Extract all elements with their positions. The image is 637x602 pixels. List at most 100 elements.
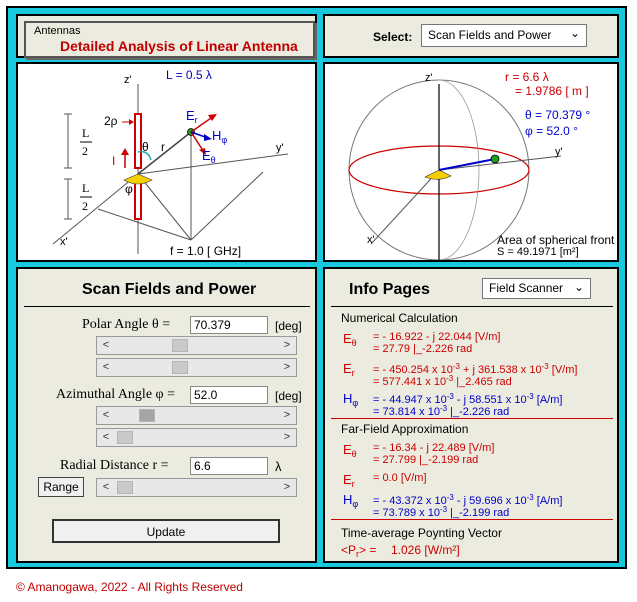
- radial-distance-input[interactable]: 6.6: [190, 457, 268, 475]
- app-frame: Antennas Detailed Analysis of Linear Ant…: [6, 6, 627, 569]
- info-page-select-value: Field Scanner: [489, 281, 564, 295]
- chevron-down-icon: ⌄: [573, 280, 584, 294]
- azimuthal-coarse-scrollbar[interactable]: < >: [96, 406, 297, 425]
- scroll-thumb[interactable]: [139, 409, 155, 422]
- current-label: I: [112, 154, 116, 168]
- scroll-right-icon[interactable]: >: [283, 481, 291, 493]
- far-e-theta-symbol: Eθ: [343, 442, 357, 459]
- numerical-header: Numerical Calculation: [341, 311, 458, 325]
- scan-panel: Scan Fields and Power Polar Angle θ = 70…: [16, 267, 317, 563]
- azimuthal-unit: [deg]: [275, 389, 302, 403]
- poynting-value: 1.026 [W/m²]: [391, 543, 460, 557]
- er-label: Er: [186, 108, 198, 125]
- sphere-diagram: [348, 79, 562, 260]
- y-axis: [438, 155, 562, 171]
- polar-unit: [deg]: [275, 319, 302, 333]
- area-value: S = 49.1971 [m²]: [497, 246, 579, 258]
- far-h-phi-line1: = - 43.372 x 10-3 - j 59.696 x 10-3 [A/m…: [373, 493, 563, 507]
- title-box: Antennas Detailed Analysis of Linear Ant…: [24, 21, 315, 58]
- info-page-select[interactable]: Field Scanner ⌄: [482, 278, 591, 299]
- z-axis-label: z': [425, 72, 433, 84]
- length-label: L = 0.5 λ: [166, 68, 212, 82]
- radius-meters: = 1.9786 [ m ]: [515, 84, 589, 98]
- numerical-e-r-line1: = - 450.254 x 10-3 + j 361.538 x 10-3 [V…: [373, 362, 578, 376]
- rho-label: 2ρ: [104, 114, 118, 128]
- azimuthal-angle-label: Azimuthal Angle φ =: [56, 387, 176, 402]
- scroll-thumb[interactable]: [172, 361, 188, 374]
- scroll-thumb[interactable]: [117, 481, 133, 494]
- y-axis-label: y': [555, 146, 563, 158]
- azimuthal-fine-scrollbar[interactable]: < >: [96, 428, 297, 447]
- x-axis: [52, 173, 139, 245]
- scroll-left-icon[interactable]: <: [102, 339, 110, 351]
- scroll-thumb[interactable]: [117, 431, 133, 444]
- far-e-r-symbol: Er: [343, 472, 355, 489]
- scroll-right-icon[interactable]: >: [283, 361, 291, 373]
- poynting-symbol: <Pr> =: [341, 543, 377, 559]
- x-axis-label: x': [367, 234, 375, 246]
- numerical-e-theta-line1: = - 16.922 - j 22.044 [V/m]: [373, 331, 501, 343]
- azimuthal-angle-input[interactable]: 52.0: [190, 386, 268, 404]
- sphere-diagram-panel: z' y' x' r = 6.6 λ = 1.9786 [ m ] θ = 70…: [323, 62, 619, 262]
- theta-arc: [137, 150, 152, 161]
- area-label: Area of spherical front: [497, 233, 615, 247]
- x-axis: [370, 169, 440, 245]
- observation-point: [490, 154, 500, 164]
- scroll-right-icon[interactable]: >: [283, 409, 291, 421]
- l-half-upper-den: 2: [82, 144, 88, 158]
- update-button[interactable]: Update: [52, 519, 280, 543]
- far-field-header: Far-Field Approximation: [341, 422, 469, 436]
- mode-select[interactable]: Scan Fields and Power ⌄: [421, 24, 587, 47]
- theta-label: θ: [142, 140, 149, 154]
- select-label: Select:: [373, 30, 413, 44]
- radius-lambda: r = 6.6 λ: [505, 70, 549, 84]
- scroll-left-icon[interactable]: <: [102, 409, 110, 421]
- r-vector: [137, 131, 192, 175]
- r-vector: [438, 158, 496, 171]
- app-category: Antennas: [34, 25, 81, 37]
- radial-scrollbar[interactable]: < >: [96, 478, 297, 497]
- numerical-e-r-line2: = 577.441 x 10-3 |_2.465 rad: [373, 374, 512, 388]
- polar-fine-scrollbar[interactable]: < >: [96, 358, 297, 377]
- chevron-down-icon: ⌄: [569, 26, 580, 40]
- y-axis-label: y': [276, 142, 284, 154]
- info-title: Info Pages: [349, 281, 430, 298]
- info-panel: Info Pages Field Scanner ⌄ Numerical Cal…: [323, 267, 619, 563]
- scroll-left-icon[interactable]: <: [102, 481, 110, 493]
- far-e-theta-line1: = - 16.34 - j 22.489 [V/m]: [373, 442, 495, 454]
- r-label: r: [161, 140, 165, 154]
- scroll-right-icon[interactable]: >: [283, 339, 291, 351]
- numerical-h-phi-line2: = 73.814 x 10-3 |_-2.226 rad: [373, 404, 510, 418]
- dipole-lower: [134, 178, 142, 220]
- phi-wedge: [123, 173, 153, 185]
- numerical-h-phi-line1: = - 44.947 x 10-3 - j 58.551 x 10-3 [A/m…: [373, 392, 563, 406]
- select-panel: Select: Scan Fields and Power ⌄: [323, 14, 619, 58]
- x-axis-label: x': [60, 236, 68, 248]
- l-half-upper-num: L: [82, 126, 90, 140]
- copyright-footer: © Amanogawa, 2022 - All Rights Reserved: [16, 580, 243, 594]
- l-half-lower-num: L: [82, 181, 90, 195]
- polar-angle-input[interactable]: 70.379: [190, 316, 268, 334]
- phi-label: φ: [125, 182, 133, 196]
- polar-coarse-scrollbar[interactable]: < >: [96, 336, 297, 355]
- polar-angle-label: Polar Angle θ =: [82, 317, 171, 332]
- scroll-left-icon[interactable]: <: [102, 361, 110, 373]
- etheta-label: Eθ: [202, 148, 216, 165]
- far-h-phi-symbol: Hφ: [343, 492, 359, 509]
- theta-value: θ = 70.379 °: [525, 108, 591, 122]
- far-h-phi-line2: = 73.789 x 10-3 |_-2.199 rad: [373, 505, 510, 519]
- page-title: Detailed Analysis of Linear Antenna: [60, 38, 298, 54]
- scroll-left-icon[interactable]: <: [102, 431, 110, 443]
- poynting-header: Time-average Poynting Vector: [341, 526, 502, 540]
- dipole-upper: [134, 113, 142, 169]
- scroll-right-icon[interactable]: >: [283, 431, 291, 443]
- antenna-diagram-panel: L = 0.5 λ z' y' x' 2ρ I θ φ r Er Hφ Eθ L…: [16, 62, 317, 262]
- scroll-thumb[interactable]: [172, 339, 188, 352]
- numerical-e-r-symbol: Er: [343, 361, 355, 378]
- range-button[interactable]: Range: [38, 477, 84, 497]
- antenna-diagram: [52, 84, 289, 254]
- phi-value: φ = 52.0 °: [525, 124, 578, 138]
- scan-title: Scan Fields and Power: [82, 281, 257, 298]
- y-axis: [137, 153, 289, 175]
- l-half-lower-den: 2: [82, 199, 88, 213]
